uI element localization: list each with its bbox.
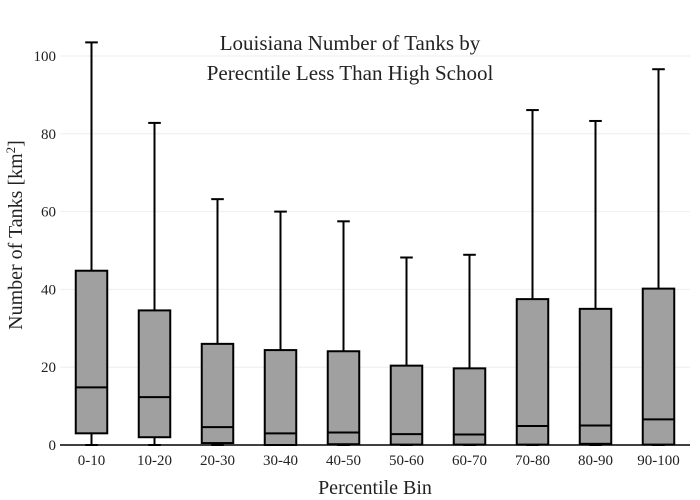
x-tick-label-0-10: 0-10 (78, 453, 106, 469)
x-tick-label-20-30: 20-30 (200, 453, 235, 469)
box-body-40-50 (326, 350, 361, 446)
y-axis-title: Number of Tanks [km2] (3, 140, 28, 330)
box-90-100 (641, 68, 676, 446)
x-tick-label-10-20: 10-20 (137, 453, 172, 469)
y-tick-label-20: 20 (41, 360, 56, 376)
y-tick-label-100: 100 (34, 49, 57, 65)
x-tick-label-40-50: 40-50 (326, 453, 361, 469)
box-30-40 (263, 210, 298, 447)
box-body-0-10 (74, 269, 109, 435)
x-tick-label-90-100: 90-100 (637, 453, 680, 469)
box-70-80 (515, 109, 550, 446)
x-tick-label-80-90: 80-90 (578, 453, 613, 469)
box-body-10-20 (137, 309, 172, 439)
box-60-70 (452, 253, 487, 446)
box-body-60-70 (452, 367, 487, 446)
x-axis-title: Percentile Bin (318, 477, 432, 499)
box-body-90-100 (641, 287, 676, 446)
box-body-50-60 (389, 364, 424, 446)
box-40-50 (326, 220, 361, 446)
y-axis-title-superscript: 2 (3, 147, 18, 154)
x-tick-label-70-80: 70-80 (515, 453, 550, 469)
box-0-10 (74, 41, 109, 446)
y-tick-label-80: 80 (41, 127, 56, 143)
box-80-90 (578, 119, 613, 446)
chart-title-line-2: Perecntile Less Than High School (207, 61, 494, 85)
x-tick-label-50-60: 50-60 (389, 453, 424, 469)
y-tick-label-60: 60 (41, 205, 56, 221)
y-tick-label-40: 40 (41, 282, 56, 298)
y-axis-title-main: Number of Tanks [km (5, 153, 27, 330)
y-axis-ticks: 0 20 40 60 80 100 (34, 49, 57, 454)
x-tick-label-60-70: 60-70 (452, 453, 487, 469)
y-axis-title-end: ] (5, 140, 27, 147)
box-body-30-40 (263, 349, 298, 447)
chart-title-line-1: Louisiana Number of Tanks by (220, 31, 481, 55)
box-10-20 (137, 121, 172, 446)
box-body-20-30 (200, 342, 235, 445)
box-50-60 (389, 256, 424, 446)
y-tick-label-0: 0 (49, 438, 57, 454)
box-body-70-80 (515, 298, 550, 446)
box-20-30 (200, 198, 235, 446)
x-tick-label-30-40: 30-40 (263, 453, 298, 469)
plot-area (60, 41, 690, 447)
box-body-80-90 (578, 307, 613, 445)
x-axis-ticks: 0-10 10-20 20-30 30-40 40-50 50-60 60-70 70-80 8… (78, 453, 680, 469)
